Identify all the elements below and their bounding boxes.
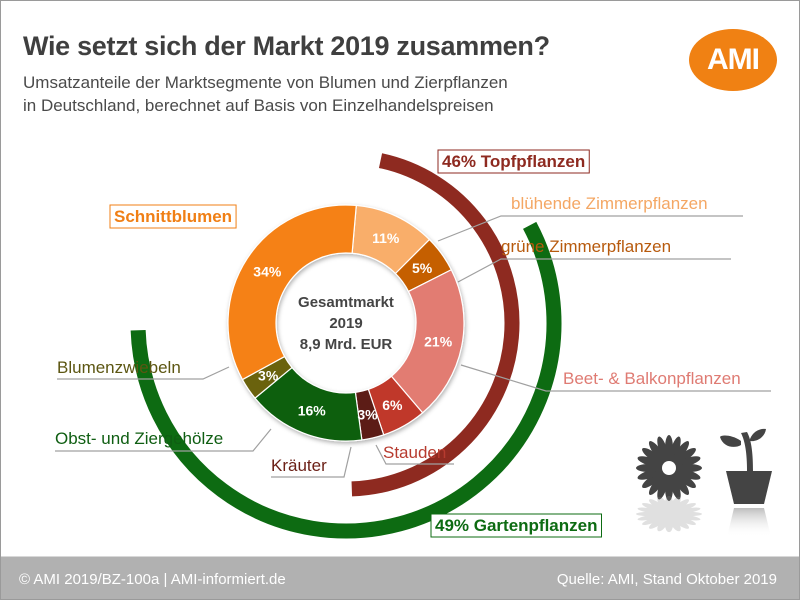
category-label-obst-und-ziergehoelze: Obst- und Ziergehölze bbox=[55, 429, 223, 448]
leader-line bbox=[375, 444, 454, 465]
leader-line bbox=[460, 364, 771, 392]
segment-value-label: 21% bbox=[424, 334, 453, 350]
category-label-kraeuter: Kräuter bbox=[271, 456, 327, 475]
ami-logo: AMI bbox=[689, 29, 777, 91]
flower-icon bbox=[636, 435, 702, 501]
flower-petal bbox=[648, 499, 666, 512]
flower-petal bbox=[636, 511, 662, 517]
group-label-gartenpflanzen: 49% Gartenpflanzen bbox=[435, 516, 598, 535]
flower-core bbox=[655, 506, 683, 522]
category-label-schnittblumen: Schnittblumen bbox=[114, 207, 232, 226]
center-label-line-1: Gesamtmarkt bbox=[298, 294, 394, 311]
footer-source: Quelle: AMI, Stand Oktober 2019 bbox=[556, 571, 777, 588]
subtitle-line-2: in Deutschland, berechnet auf Basis von … bbox=[23, 96, 494, 115]
flower-petal bbox=[675, 514, 701, 521]
potted-plant-icon bbox=[720, 428, 772, 504]
segment-value-label: 3% bbox=[258, 368, 279, 384]
flower-petal bbox=[675, 507, 701, 514]
page-title: Wie setzt sich der Markt 2019 zusammen? bbox=[23, 31, 550, 61]
flower-petal bbox=[676, 511, 702, 517]
subtitle-line-1: Umsatzanteile der Marktsegmente von Blum… bbox=[23, 73, 508, 92]
category-label-gruene-zimmerpflanzen: grüne Zimmerpflanzen bbox=[501, 237, 671, 256]
group-label-topfpflanzen: 46% Topfpflanzen bbox=[442, 152, 585, 171]
flower-reflection bbox=[636, 495, 702, 533]
segment-value-label: 6% bbox=[382, 397, 403, 413]
flower-petal bbox=[657, 496, 669, 511]
flower-petal bbox=[672, 499, 690, 512]
segment-value-label: 11% bbox=[372, 230, 400, 246]
flower-petal bbox=[648, 516, 666, 529]
flower-petal bbox=[665, 495, 673, 511]
flower-petal bbox=[642, 502, 664, 513]
leader-line bbox=[437, 215, 743, 242]
category-label-stauden: Stauden bbox=[383, 443, 446, 462]
flower-petal bbox=[665, 517, 673, 533]
page-subtitle: Umsatzanteile der Marktsegmente von Blum… bbox=[23, 71, 508, 117]
flower-petal bbox=[642, 515, 664, 526]
leader-line bbox=[55, 428, 272, 452]
donut-chart: 11%5%21%6%3%16%3%34% Gesamtmarkt 2019 8,… bbox=[55, 149, 772, 539]
center-label-line-3: 8,9 Mrd. EUR bbox=[300, 336, 393, 353]
category-label-box bbox=[109, 204, 237, 229]
flower-petal bbox=[674, 502, 696, 513]
segment-value-label: 34% bbox=[253, 264, 282, 280]
footer-bar: © AMI 2019/BZ-100a | AMI-informiert.de Q… bbox=[1, 556, 799, 599]
footer-copyright: © AMI 2019/BZ-100a | AMI-informiert.de bbox=[19, 571, 286, 588]
category-label-bluehende-zimmerpflanzen: blühende Zimmerpflanzen bbox=[511, 194, 708, 213]
flower-petal bbox=[637, 507, 663, 514]
flower-petal bbox=[657, 517, 669, 532]
flower-petal bbox=[669, 496, 681, 511]
segment-value-label: 5% bbox=[412, 260, 433, 276]
donut-segment-schnittblumen bbox=[227, 204, 357, 381]
flower-petal bbox=[672, 516, 690, 529]
flower-petal bbox=[674, 515, 696, 526]
potted-plant-reflection bbox=[727, 508, 771, 537]
group-label-box bbox=[437, 149, 590, 174]
leader-line bbox=[457, 258, 731, 283]
segment-value-label: 16% bbox=[298, 403, 327, 419]
category-label-blumenzwiebeln: Blumenzwiebeln bbox=[57, 358, 181, 377]
center-label-line-2: 2019 bbox=[329, 315, 362, 332]
flower-petal bbox=[637, 514, 663, 521]
flower-petal bbox=[669, 517, 681, 532]
group-arc-gartenpflanzen bbox=[130, 221, 562, 539]
group-label-box bbox=[430, 513, 602, 538]
leader-line bbox=[271, 446, 352, 478]
segment-value-label: 3% bbox=[357, 407, 378, 423]
leader-line bbox=[57, 366, 230, 380]
category-label-beet-balkonpflanzen: Beet- & Balkonpflanzen bbox=[563, 369, 741, 388]
group-arc-topfpflanzen bbox=[351, 153, 520, 497]
